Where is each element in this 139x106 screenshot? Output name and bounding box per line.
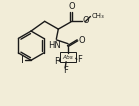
Text: HN: HN	[48, 41, 61, 50]
Text: Abs: Abs	[63, 55, 73, 60]
Text: O: O	[69, 2, 75, 11]
Text: F: F	[77, 55, 82, 64]
FancyBboxPatch shape	[60, 52, 76, 62]
Text: I: I	[21, 55, 24, 65]
Text: O: O	[79, 36, 85, 45]
Text: F: F	[54, 57, 59, 66]
Text: O: O	[82, 16, 89, 25]
Text: F: F	[63, 66, 68, 75]
Text: CH₃: CH₃	[91, 13, 104, 20]
